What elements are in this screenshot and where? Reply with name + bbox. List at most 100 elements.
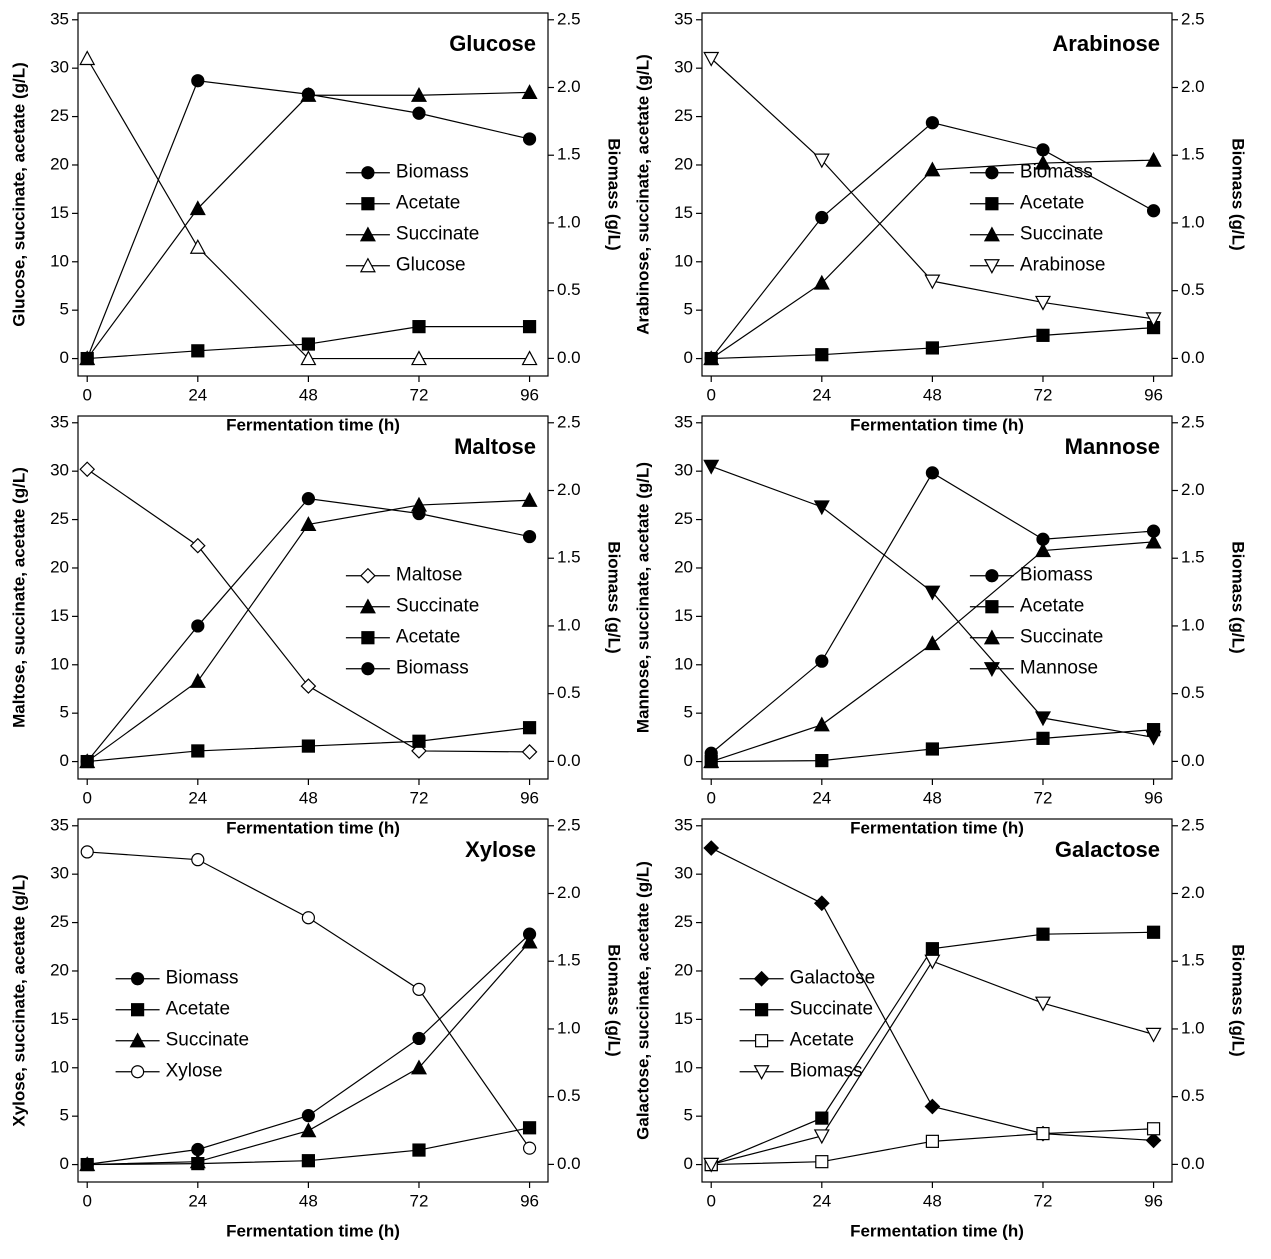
marker bbox=[816, 755, 828, 767]
marker bbox=[81, 755, 93, 767]
panel-title: Galactose bbox=[1055, 837, 1160, 862]
marker bbox=[362, 663, 374, 675]
marker bbox=[523, 493, 537, 506]
legend-label: Biomass bbox=[1020, 162, 1093, 183]
marker bbox=[191, 539, 205, 553]
legend-label: Biomass bbox=[396, 658, 469, 679]
marker bbox=[413, 508, 425, 520]
y-tick-label: 15 bbox=[50, 1009, 69, 1028]
marker bbox=[413, 983, 425, 995]
y-tick-label: 30 bbox=[50, 58, 69, 77]
y-tick-label: 20 bbox=[50, 154, 69, 173]
marker bbox=[132, 1066, 144, 1078]
legend-label: Acetate bbox=[396, 193, 460, 214]
y-tick-label: 25 bbox=[674, 106, 693, 125]
y-tick-label: 30 bbox=[50, 864, 69, 883]
y2-tick-label: 0.0 bbox=[1181, 751, 1205, 770]
marker bbox=[302, 1110, 314, 1122]
legend-label: Acetate bbox=[1020, 193, 1084, 214]
marker bbox=[524, 531, 536, 543]
x-tick-label: 48 bbox=[923, 385, 942, 404]
x-tick-label: 0 bbox=[706, 1191, 715, 1210]
y2-tick-label: 0.5 bbox=[557, 280, 581, 299]
marker bbox=[524, 321, 536, 333]
y2-tick-label: 1.5 bbox=[1181, 145, 1205, 164]
legend-label: Biomass bbox=[1020, 565, 1093, 586]
series-line bbox=[87, 81, 529, 359]
x-axis-label: Fermentation time (h) bbox=[226, 1221, 400, 1240]
x-tick-label: 0 bbox=[82, 1191, 91, 1210]
marker bbox=[925, 636, 939, 649]
legend-label: Acetate bbox=[396, 627, 460, 648]
x-tick-label: 48 bbox=[299, 1191, 318, 1210]
x-tick-label: 72 bbox=[410, 1191, 429, 1210]
legend-label: Acetate bbox=[790, 1030, 854, 1051]
x-axis-label: Fermentation time (h) bbox=[226, 818, 400, 837]
y-tick-label: 20 bbox=[50, 557, 69, 576]
marker bbox=[192, 75, 204, 87]
marker bbox=[302, 1155, 314, 1167]
legend-label: Galactose bbox=[790, 968, 876, 989]
marker bbox=[1148, 205, 1160, 217]
y2-axis-label: Biomass (g/L) bbox=[1229, 944, 1248, 1056]
x-tick-label: 48 bbox=[299, 385, 318, 404]
legend-label: Succinate bbox=[1020, 224, 1103, 245]
legend-label: Succinate bbox=[396, 596, 479, 617]
marker bbox=[926, 1135, 938, 1147]
marker bbox=[815, 896, 829, 910]
marker bbox=[986, 601, 998, 613]
y2-tick-label: 0.0 bbox=[557, 1154, 581, 1173]
marker bbox=[816, 655, 828, 667]
y-tick-label: 10 bbox=[50, 1057, 69, 1076]
y2-tick-label: 1.0 bbox=[557, 1018, 581, 1037]
y-tick-label: 30 bbox=[50, 461, 69, 480]
y2-tick-label: 1.5 bbox=[1181, 951, 1205, 970]
y2-tick-label: 2.0 bbox=[1181, 883, 1205, 902]
figure: 024487296051015202530350.00.51.01.52.02.… bbox=[0, 0, 1271, 1259]
y-tick-label: 25 bbox=[50, 509, 69, 528]
marker bbox=[1147, 1133, 1161, 1147]
x-axis-label: Fermentation time (h) bbox=[226, 415, 400, 434]
legend-label: Arabinose bbox=[1020, 255, 1106, 276]
x-tick-label: 24 bbox=[188, 788, 207, 807]
x-tick-label: 72 bbox=[410, 385, 429, 404]
marker bbox=[302, 338, 314, 350]
marker bbox=[926, 117, 938, 129]
marker bbox=[1036, 997, 1050, 1010]
y2-axis-label: Biomass (g/L) bbox=[605, 541, 624, 653]
series-line bbox=[711, 473, 1153, 753]
marker bbox=[302, 493, 314, 505]
y-tick-label: 15 bbox=[50, 203, 69, 222]
legend-label: Succinate bbox=[396, 224, 479, 245]
legend-label: Mannose bbox=[1020, 658, 1098, 679]
marker bbox=[192, 345, 204, 357]
marker bbox=[925, 955, 939, 968]
marker bbox=[1147, 1028, 1161, 1041]
marker bbox=[1037, 144, 1049, 156]
marker bbox=[986, 570, 998, 582]
x-tick-label: 96 bbox=[520, 1191, 539, 1210]
y-tick-label: 25 bbox=[674, 912, 693, 931]
y-tick-label: 0 bbox=[684, 751, 693, 770]
y-tick-label: 10 bbox=[674, 1057, 693, 1076]
y2-tick-label: 1.5 bbox=[557, 145, 581, 164]
y-tick-label: 20 bbox=[674, 557, 693, 576]
marker bbox=[362, 167, 374, 179]
y-tick-label: 0 bbox=[60, 751, 69, 770]
y-tick-label: 35 bbox=[674, 815, 693, 834]
y2-tick-label: 2.5 bbox=[557, 412, 581, 431]
marker bbox=[413, 735, 425, 747]
marker bbox=[524, 1122, 536, 1134]
legend-label: Succinate bbox=[166, 1030, 249, 1051]
marker bbox=[80, 462, 94, 476]
x-tick-label: 0 bbox=[82, 385, 91, 404]
plot-frame bbox=[78, 13, 548, 376]
y2-tick-label: 2.0 bbox=[557, 883, 581, 902]
marker bbox=[192, 745, 204, 757]
marker bbox=[926, 467, 938, 479]
series-line bbox=[87, 852, 529, 1148]
marker bbox=[191, 674, 205, 687]
marker bbox=[1037, 329, 1049, 341]
